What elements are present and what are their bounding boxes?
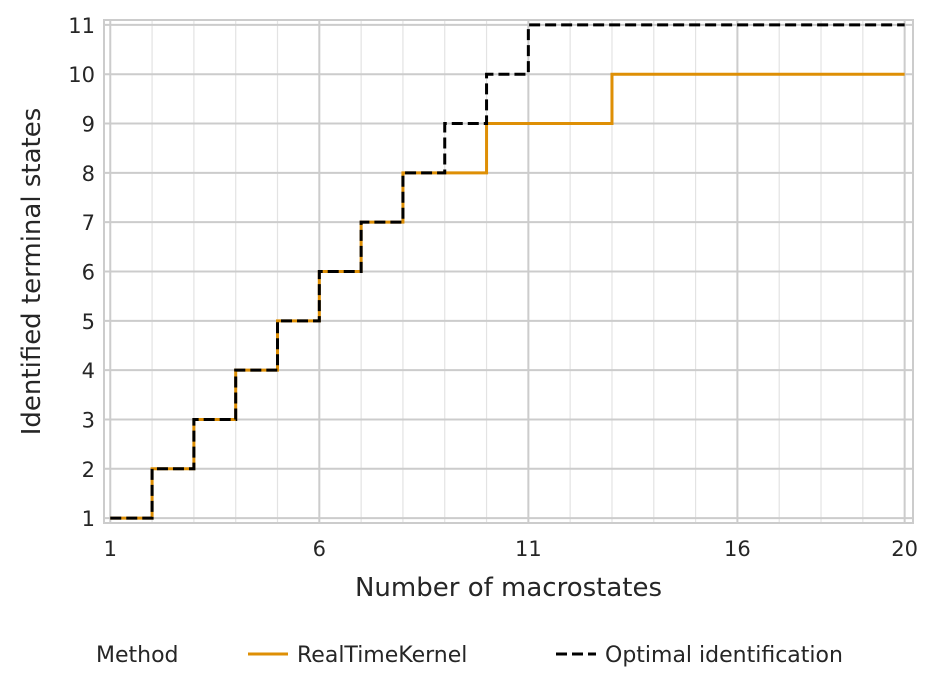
x-tick-label: 16 [724,537,751,561]
y-tick-label: 10 [68,63,95,87]
y-tick-label: 9 [82,113,95,137]
y-tick-label: 11 [68,14,95,38]
y-tick-label: 6 [82,261,95,285]
series-layer [110,23,905,520]
x-tick-label: 1 [104,537,117,561]
series-line-optimal-identification [110,23,905,520]
plot-frame [103,19,914,524]
x-tick-label: 11 [515,537,542,561]
x-tick-label: 6 [313,537,326,561]
y-tick-label: 4 [82,359,95,383]
y-tick-label: 5 [82,310,95,334]
y-tick-label: 2 [82,458,95,482]
y-tick-label: 8 [82,162,95,186]
y-tick-label: 3 [82,408,95,432]
y-axis-title: Identified terminal states [17,108,47,436]
y-tick-label: 7 [82,211,95,235]
legend-items: RealTimeKernel Optimal identification [248,643,843,668]
y-tick-labels: 1 2 3 4 5 6 7 8 9 10 11 [68,14,95,531]
legend: Method RealTimeKernel Optimal identificat… [96,643,843,668]
y-tick-label: 1 [82,507,95,531]
legend-title: Method [96,643,179,668]
x-tick-labels: 1 6 11 16 20 [104,537,918,561]
x-tick-label: 20 [891,537,918,561]
x-axis-title: Number of macrostates [355,573,662,603]
legend-label: RealTimeKernel [297,643,467,668]
legend-label: Optimal identification [605,643,843,668]
